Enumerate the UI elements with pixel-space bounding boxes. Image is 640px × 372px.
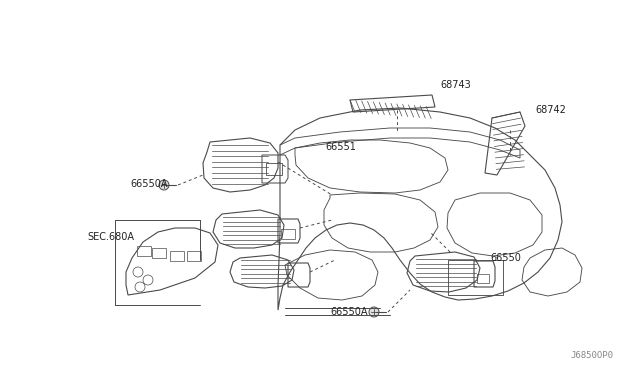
Text: 68742: 68742 [535, 105, 566, 115]
Bar [281, 229, 295, 239]
Bar [477, 274, 489, 283]
Circle shape [159, 180, 169, 190]
Text: SEC.680A: SEC.680A [87, 232, 134, 242]
Circle shape [369, 307, 379, 317]
Text: 66550A: 66550A [130, 179, 168, 189]
Bar [137, 246, 151, 256]
Bar [152, 248, 166, 258]
Text: 66551: 66551 [325, 142, 356, 152]
Text: 66550A: 66550A [330, 307, 367, 317]
Bar [187, 251, 201, 261]
Bar [266, 163, 282, 175]
Text: 66550: 66550 [490, 253, 521, 263]
Bar [448, 260, 503, 295]
Bar [170, 251, 184, 261]
Text: J6850OP0: J6850OP0 [570, 350, 613, 359]
Text: 68743: 68743 [440, 80, 471, 90]
